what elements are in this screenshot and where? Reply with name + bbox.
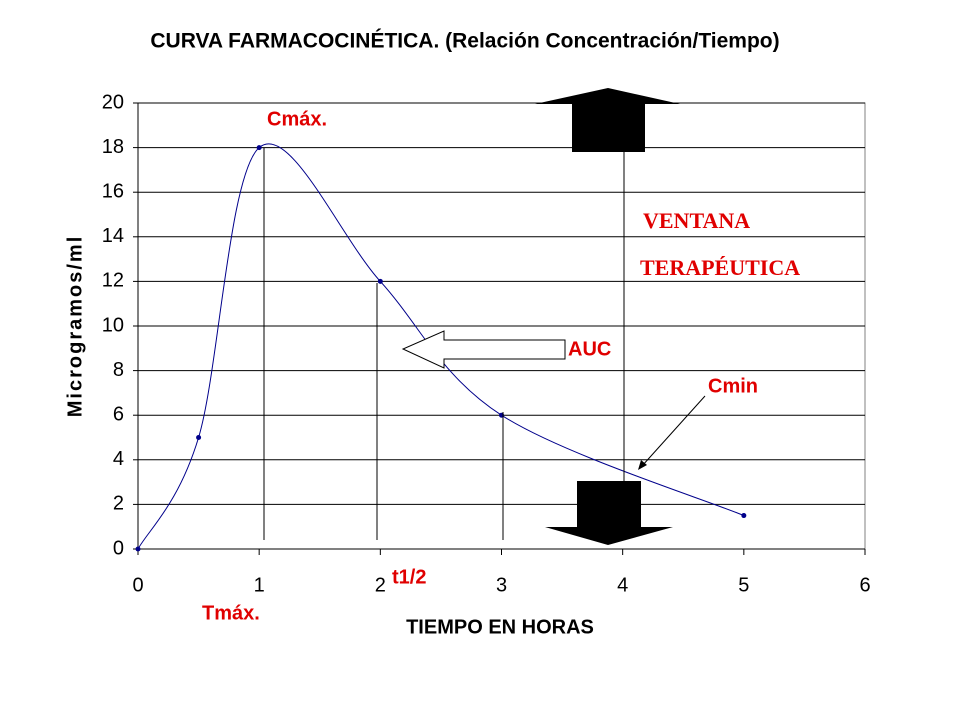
annotation: VENTANA xyxy=(643,208,750,233)
x-tick-label: 2 xyxy=(375,574,386,596)
y-tick-label: 2 xyxy=(113,493,124,515)
x-tick-label: 6 xyxy=(859,574,870,596)
annotation: AUC xyxy=(568,338,611,360)
point xyxy=(135,546,141,552)
annotation: Cmáx. xyxy=(267,108,327,130)
y-tick-label: 20 xyxy=(102,91,124,113)
annotation: TERAPÉUTICA xyxy=(640,255,800,280)
y-tick-label: 18 xyxy=(102,136,124,158)
point xyxy=(196,435,202,440)
x-axis-label: TIEMPO EN HORAS xyxy=(406,616,594,638)
x-tick-label: 0 xyxy=(132,574,143,596)
point xyxy=(377,278,383,284)
arrow-up xyxy=(535,88,680,152)
arrow-down xyxy=(545,481,673,545)
annotation: Cmin xyxy=(708,375,758,397)
y-tick-label: 8 xyxy=(113,359,124,381)
y-tick-label: 4 xyxy=(113,448,124,470)
x-tick-label: 3 xyxy=(496,574,507,596)
y-axis-label: Microgramos/ml xyxy=(64,235,86,417)
chart-title: CURVA FARMACOCINÉTICA. (Relación Concent… xyxy=(150,30,779,53)
auc-arrow xyxy=(401,330,566,369)
y-tick-label: 14 xyxy=(102,225,124,247)
y-tick-label: 16 xyxy=(102,180,124,202)
annotation: t1/2 xyxy=(392,566,426,588)
y-tick-label: 0 xyxy=(113,537,124,559)
x-tick-label: 5 xyxy=(738,574,749,596)
drop-lines xyxy=(263,148,625,540)
cmin-pointer xyxy=(641,395,706,467)
annotation: Tmáx. xyxy=(202,602,260,624)
x-tick-label: 4 xyxy=(617,574,628,596)
x-tick-label: 1 xyxy=(254,574,265,596)
point xyxy=(256,145,262,151)
y-tick-label: 10 xyxy=(102,314,124,336)
y-tick-label: 12 xyxy=(102,270,124,292)
point xyxy=(741,513,747,519)
cmin-pointer-head xyxy=(638,460,647,470)
y-tick-label: 6 xyxy=(113,403,124,425)
